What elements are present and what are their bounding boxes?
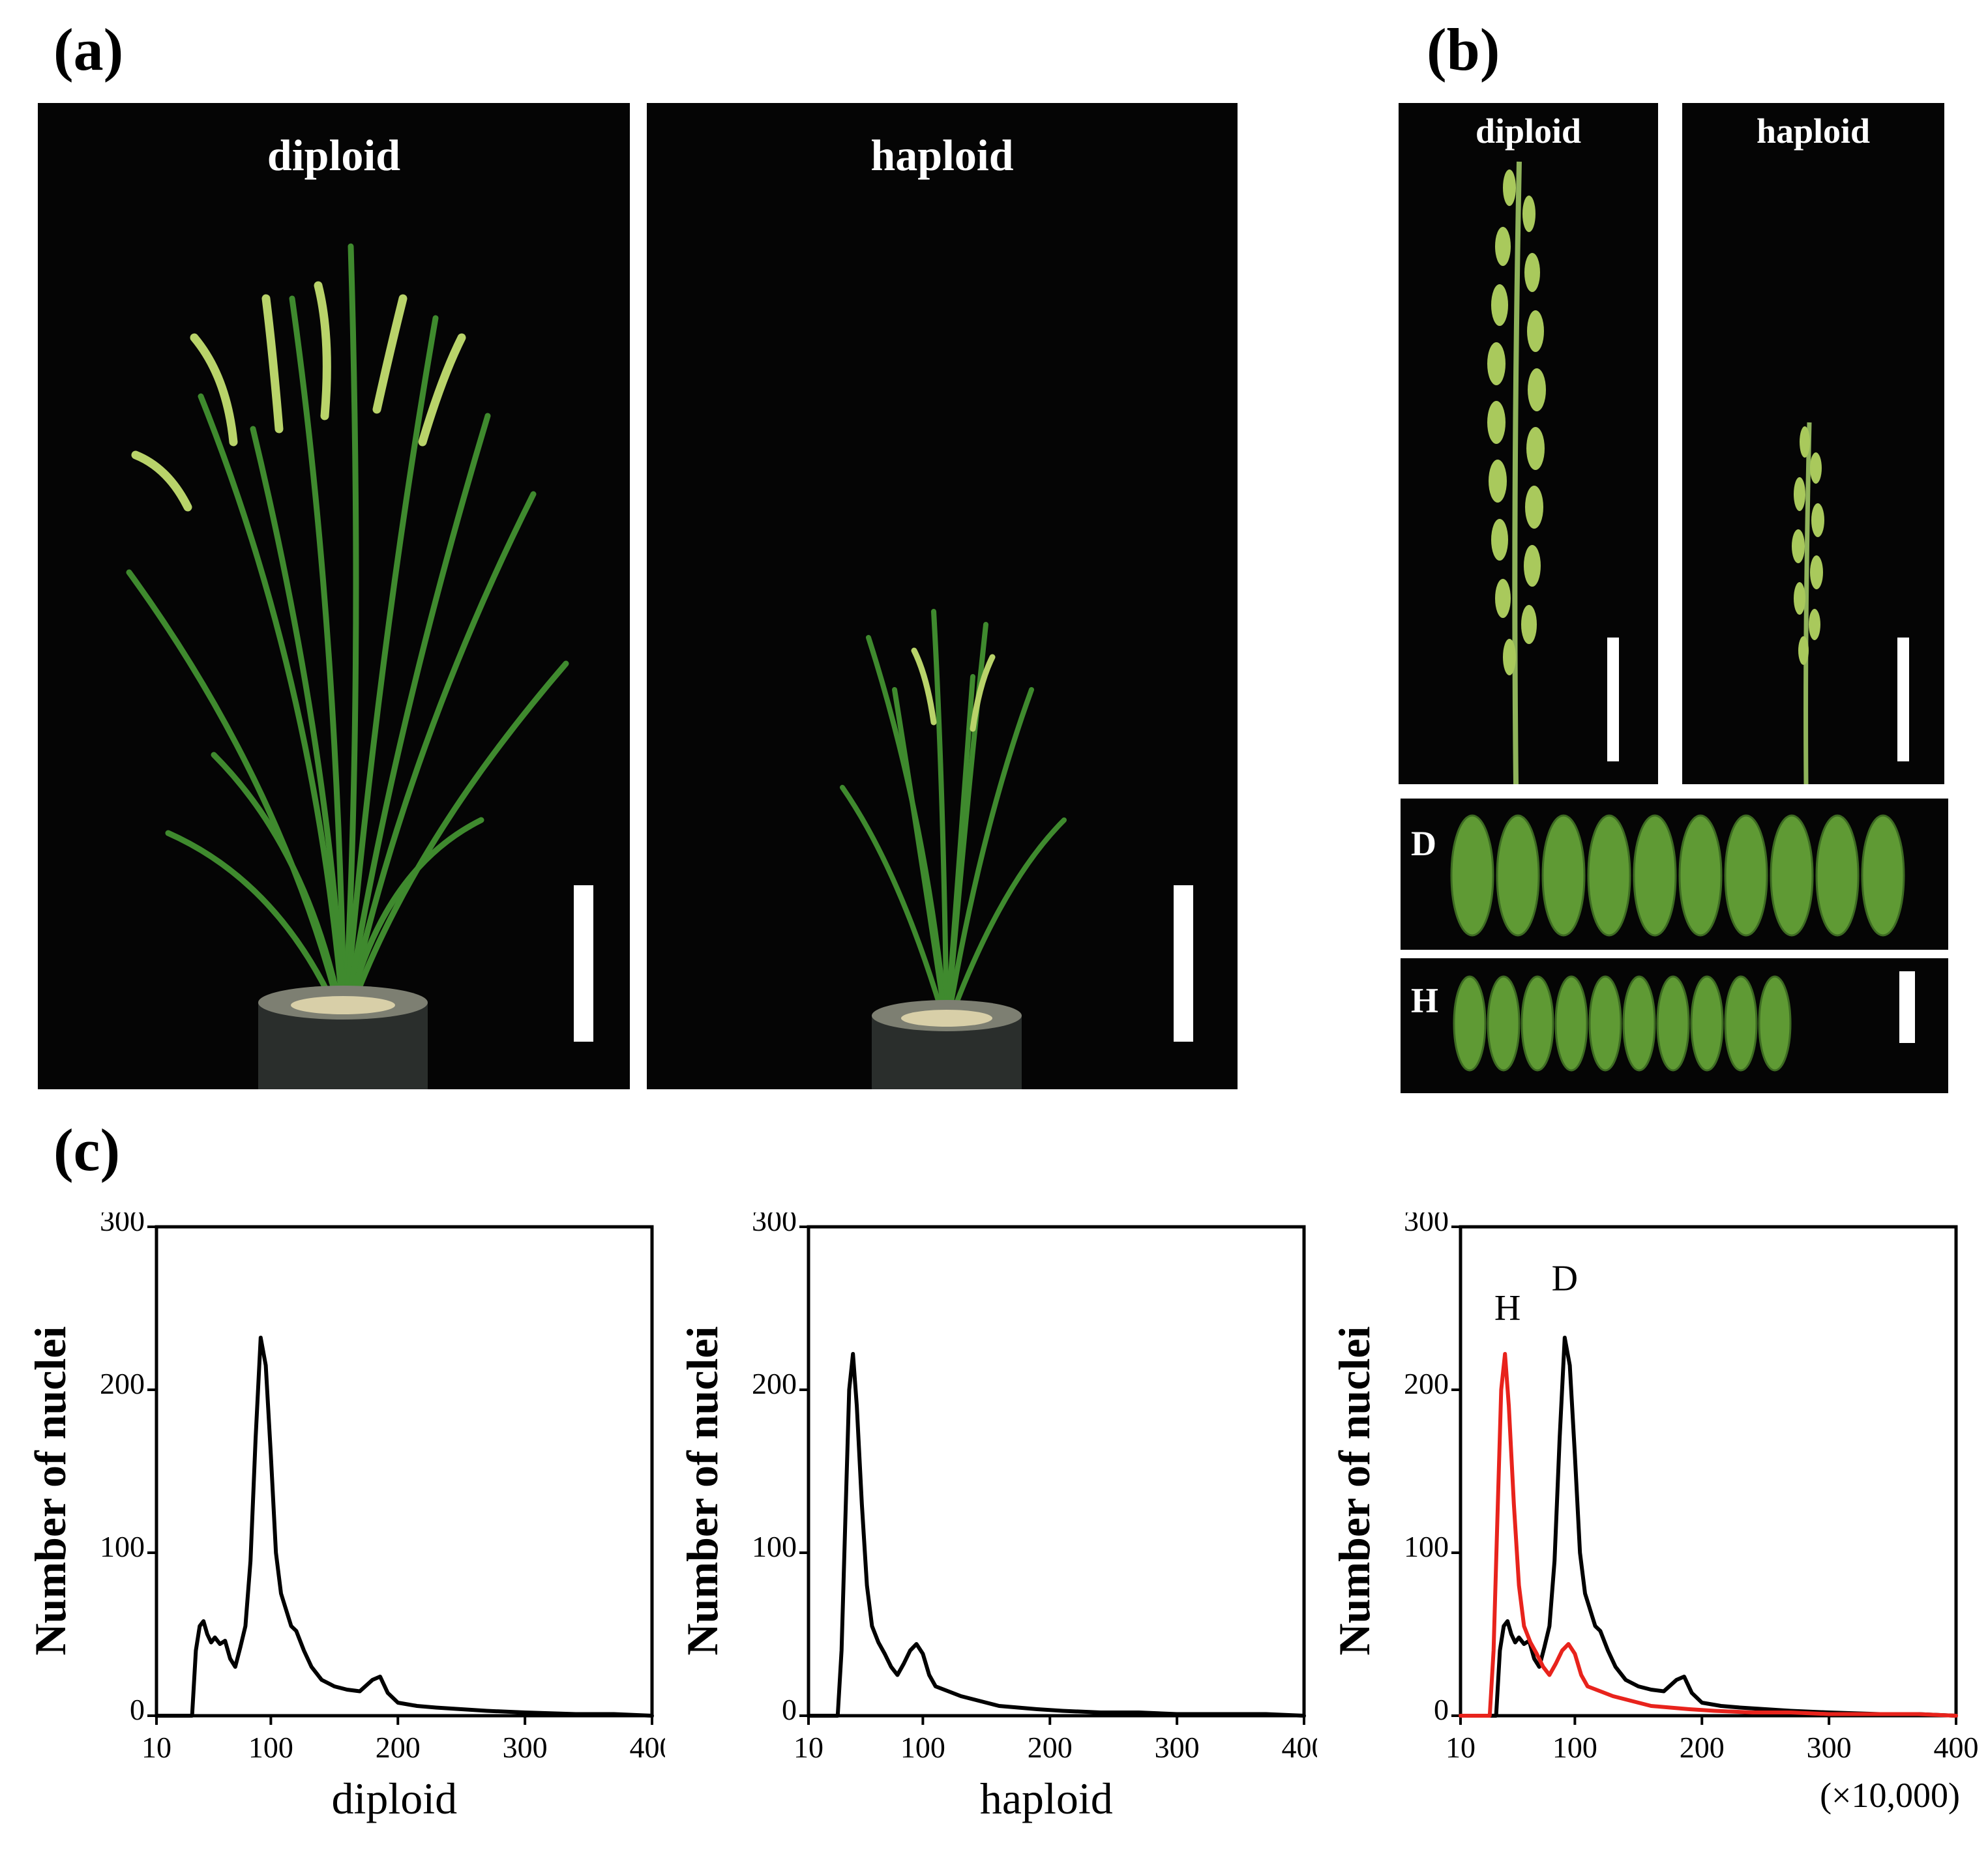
- photo-label-haploid: haploid: [870, 130, 1014, 180]
- x-tick-label: 300: [1155, 1731, 1200, 1764]
- plot-frame: [155, 1225, 654, 1718]
- x-tick-label: 10: [794, 1731, 823, 1764]
- photo-haploid-plant: haploid: [647, 103, 1238, 1089]
- x-axis-label: diploid: [331, 1774, 457, 1823]
- seed-row-tag-h: H: [1411, 981, 1439, 1020]
- y-tick-label: 200: [752, 1367, 797, 1400]
- series-line-haploid: [807, 1352, 1306, 1718]
- series-line-diploid: [155, 1336, 654, 1718]
- y-axis-label: Number of nuclei: [1329, 1327, 1379, 1656]
- x-tick-label: 300: [503, 1731, 548, 1764]
- y-tick-label: 300: [752, 1212, 797, 1237]
- y-tick-label: 100: [100, 1530, 145, 1563]
- x-axis-label: haploid: [980, 1774, 1113, 1823]
- diploid-seeds-illustration: [1450, 814, 1905, 937]
- x-tick-label: 100: [900, 1731, 945, 1764]
- scale-bar: [1174, 885, 1193, 1042]
- scale-bar: [1897, 638, 1909, 761]
- histogram-haploid: 0 100 200 300 10 100 200 300 400 Number of nuclei…: [677, 1212, 1318, 1823]
- series-line-D: [1459, 1336, 1958, 1718]
- panel-b-letter: (b): [1427, 16, 1500, 83]
- photo-label-haploid-panicle: haploid: [1756, 111, 1871, 151]
- x-tick-label: 200: [1028, 1731, 1073, 1764]
- plot-frame: [807, 1225, 1306, 1718]
- x-tick-label: 300: [1807, 1731, 1852, 1764]
- x-tick-label: 400: [1282, 1731, 1318, 1764]
- peak-annotation-H: H: [1494, 1288, 1521, 1329]
- haploid-seeds-illustration: [1453, 971, 1915, 1072]
- x-tick-label: 400: [630, 1731, 666, 1764]
- x-tick-label: 200: [1680, 1731, 1725, 1764]
- y-tick-label: 200: [100, 1367, 145, 1400]
- photo-diploid-panicle: diploid: [1399, 103, 1658, 784]
- scale-bar: [574, 885, 593, 1042]
- y-tick-label: 0: [782, 1693, 797, 1726]
- photo-haploid-panicle: haploid: [1682, 103, 1944, 784]
- photo-label-diploid-panicle: diploid: [1475, 111, 1582, 151]
- diploid-plant-illustration: [126, 243, 593, 1089]
- y-tick-label: 0: [130, 1693, 145, 1726]
- y-tick-label: 200: [1404, 1367, 1449, 1400]
- photo-diploid-plant: diploid: [38, 103, 630, 1089]
- histogram-overlay: 0 100 200 300 10 100 200 300 400 Number of nuclei…: [1329, 1212, 1979, 1815]
- y-tick-label: 0: [1434, 1693, 1449, 1726]
- x-tick-label: 100: [1552, 1731, 1597, 1764]
- x-tick-label: 400: [1934, 1731, 1979, 1764]
- photo-diploid-seeds: D: [1401, 799, 1948, 950]
- diploid-panicle-illustration: [1487, 161, 1619, 784]
- panel-c-letter: (c): [53, 1117, 121, 1183]
- haploid-plant-illustration: [840, 609, 1193, 1089]
- y-tick-label: 300: [100, 1212, 145, 1237]
- photo-label-diploid: diploid: [267, 130, 401, 180]
- haploid-panicle-illustration: [1792, 422, 1909, 784]
- seed-row-tag-d: D: [1411, 824, 1436, 863]
- x-tick-label: 100: [248, 1731, 293, 1764]
- scale-bar: [1899, 971, 1915, 1043]
- y-tick-label: 100: [752, 1530, 797, 1563]
- y-axis-label: Number of nuclei: [677, 1327, 727, 1656]
- plot-frame: [1459, 1225, 1958, 1718]
- peak-annotation-D: D: [1552, 1259, 1578, 1299]
- scale-bar: [1607, 638, 1619, 761]
- x-tick-label: 200: [376, 1731, 421, 1764]
- x-unit-note: (×10,000): [1820, 1776, 1960, 1815]
- panel-a-letter: (a): [53, 16, 124, 83]
- y-tick-label: 100: [1404, 1530, 1449, 1563]
- y-axis-label: Number of nuclei: [25, 1327, 75, 1656]
- y-tick-label: 300: [1404, 1212, 1449, 1237]
- histogram-diploid: 0 100 200 300 10 100 200 300 400 Number of nuclei…: [25, 1212, 666, 1823]
- x-tick-label: 10: [141, 1731, 171, 1764]
- x-tick-label: 10: [1446, 1731, 1476, 1764]
- photo-haploid-seeds: H: [1401, 958, 1948, 1093]
- series-line-H: [1459, 1352, 1958, 1718]
